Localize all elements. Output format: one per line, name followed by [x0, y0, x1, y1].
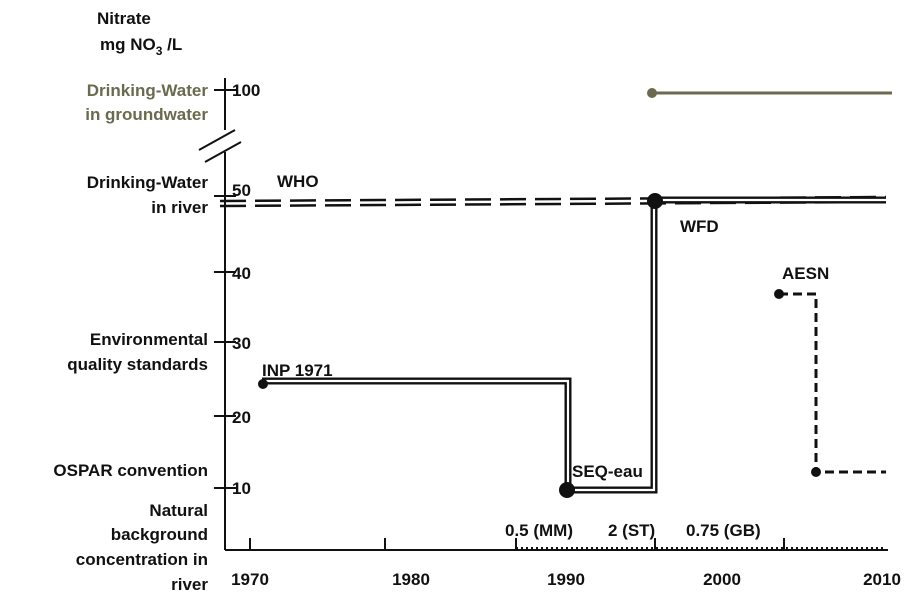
y-tick-label-100: 100: [232, 81, 260, 100]
cat-groundwater-line2: in groundwater: [85, 105, 208, 124]
annotation-aesn: AESN: [782, 264, 829, 283]
annotations: WHO WFD AESN INP 1971 SEQ-eau: [262, 172, 829, 481]
y-axis-title-unit-suffix: /L: [162, 35, 182, 54]
inp-start-point: [258, 379, 268, 389]
category-labels: Drinking-Water in groundwater Drinking-W…: [53, 81, 208, 594]
x-tick-label-2000: 2000: [703, 570, 741, 589]
axis-break-mark-1: [198, 129, 236, 151]
x-tick-label-1990: 1990: [547, 570, 585, 589]
wfd-point: [647, 193, 663, 209]
x-tick-label-2010: 2010: [863, 570, 901, 589]
series-groundwater: [647, 88, 892, 98]
annotation-inp-1971: INP 1971: [262, 361, 333, 380]
inp-step-line-inner: [262, 198, 886, 492]
y-ticks: 10 20 30 40 50 100: [214, 81, 260, 498]
aesn-end-point: [811, 467, 821, 477]
cat-natural-line3: concentration in: [76, 550, 208, 569]
y-axis-title-line1: Nitrate: [97, 9, 151, 28]
cat-ospar: OSPAR convention: [53, 461, 208, 480]
y-axis-title-line2: mg NO3 /L: [100, 35, 182, 58]
cat-river-line2: in river: [151, 198, 208, 217]
annotation-seq-eau: SEQ-eau: [572, 462, 643, 481]
natural-value-st: 2 (ST): [608, 521, 655, 540]
natural-value-mm: 0.5 (MM): [505, 521, 573, 540]
aesn-start-point: [774, 289, 784, 299]
cat-river-line1: Drinking-Water: [87, 173, 209, 192]
seq-eau-point: [559, 482, 575, 498]
inp-step-line-outer: [262, 196, 886, 494]
cat-natural-line2: background: [111, 525, 208, 544]
y-axis-title-unit-prefix: mg NO: [100, 35, 156, 54]
x-ticks: 1970 1980 1990 2000 2010: [231, 538, 901, 589]
x-tick-label-1970: 1970: [231, 570, 269, 589]
axis-break-mark-2: [204, 141, 242, 163]
y-tick-label-30: 30: [232, 334, 251, 353]
y-axis-title-unit-sub: 3: [156, 44, 163, 58]
series-aesn: [774, 289, 886, 477]
series-inp-seq-wfd: [258, 193, 886, 498]
axes: [198, 78, 888, 551]
y-tick-label-50: 50: [232, 181, 251, 200]
y-tick-label-40: 40: [232, 264, 251, 283]
who-dash-line-a: [219, 195, 887, 203]
y-tick-label-10: 10: [232, 479, 251, 498]
natural-value-gb: 0.75 (GB): [686, 521, 761, 540]
cat-natural-line4: river: [171, 575, 208, 594]
cat-eqs-line1: Environmental: [90, 330, 208, 349]
groundwater-start-point: [647, 88, 657, 98]
series-who: [219, 195, 887, 208]
annotation-wfd: WFD: [680, 217, 719, 236]
who-dash-line-b: [219, 200, 887, 208]
cat-eqs-line2: quality standards: [67, 355, 208, 374]
cat-natural-line1: Natural: [149, 501, 208, 520]
x-tick-label-1980: 1980: [392, 570, 430, 589]
y-tick-label-20: 20: [232, 408, 251, 427]
aesn-step-line: [779, 292, 886, 474]
cat-groundwater-line1: Drinking-Water: [87, 81, 209, 100]
annotation-who: WHO: [277, 172, 319, 191]
series-natural-background: 0.5 (MM) 2 (ST) 0.75 (GB): [505, 521, 886, 549]
